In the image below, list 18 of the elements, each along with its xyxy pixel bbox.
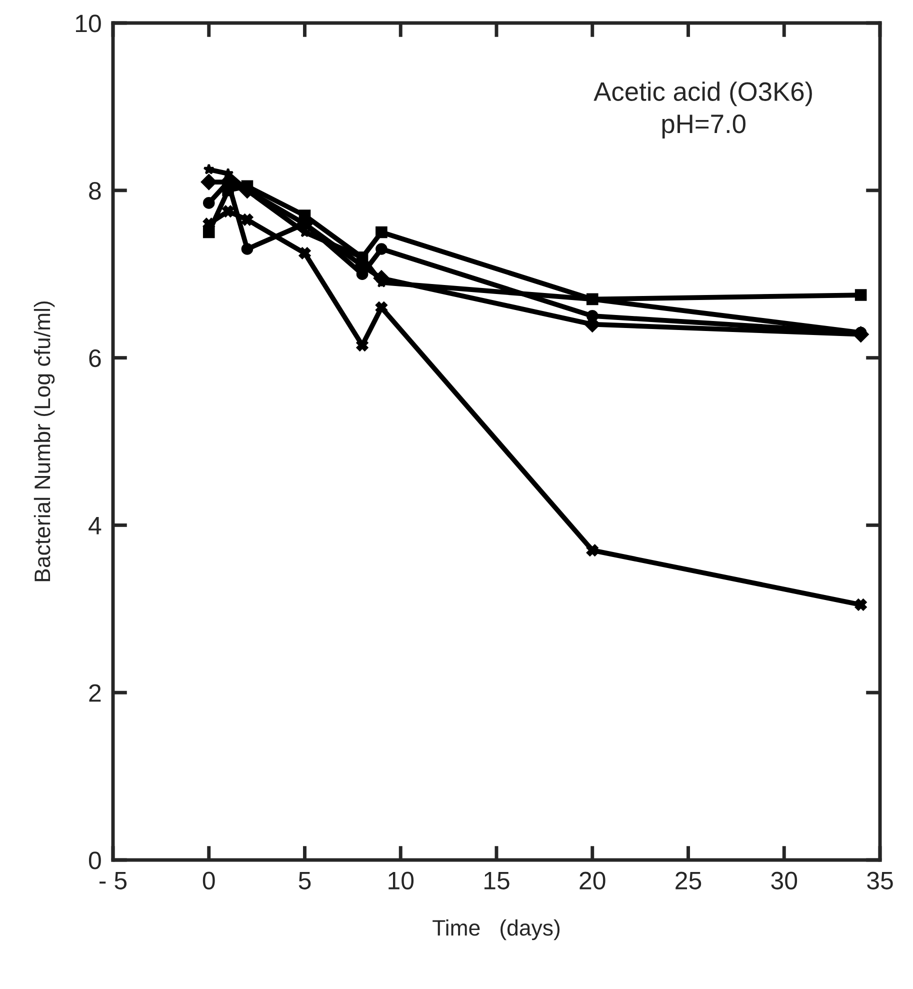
y-axis-title: Bacterial Numbr (Log cfu/ml) [34,301,55,582]
y-tick-label: 2 [89,684,101,702]
annotation: Acetic acid (O3K6) pH=7.0 [594,82,812,138]
x-axis-title: Time (days) [432,919,560,940]
x-tick-label: 0 [202,872,215,890]
y-tick-label: 8 [89,182,101,200]
x-tick-label: 35 [867,872,893,890]
x-tick-label: 30 [771,872,798,890]
x-tick-label: - 5 [100,872,127,890]
x-tick-label: 5 [298,872,311,890]
y-tick-label: 4 [88,517,102,534]
y-tick-label: 0 [88,852,101,870]
x-tick-label: 25 [676,872,702,890]
y-tick-label: 10 [76,14,101,32]
y-tick-label: 6 [89,349,101,368]
x-tick-label: 10 [388,872,414,890]
x-tick-label: 15 [484,872,510,890]
x-tick-label: 20 [580,872,606,890]
